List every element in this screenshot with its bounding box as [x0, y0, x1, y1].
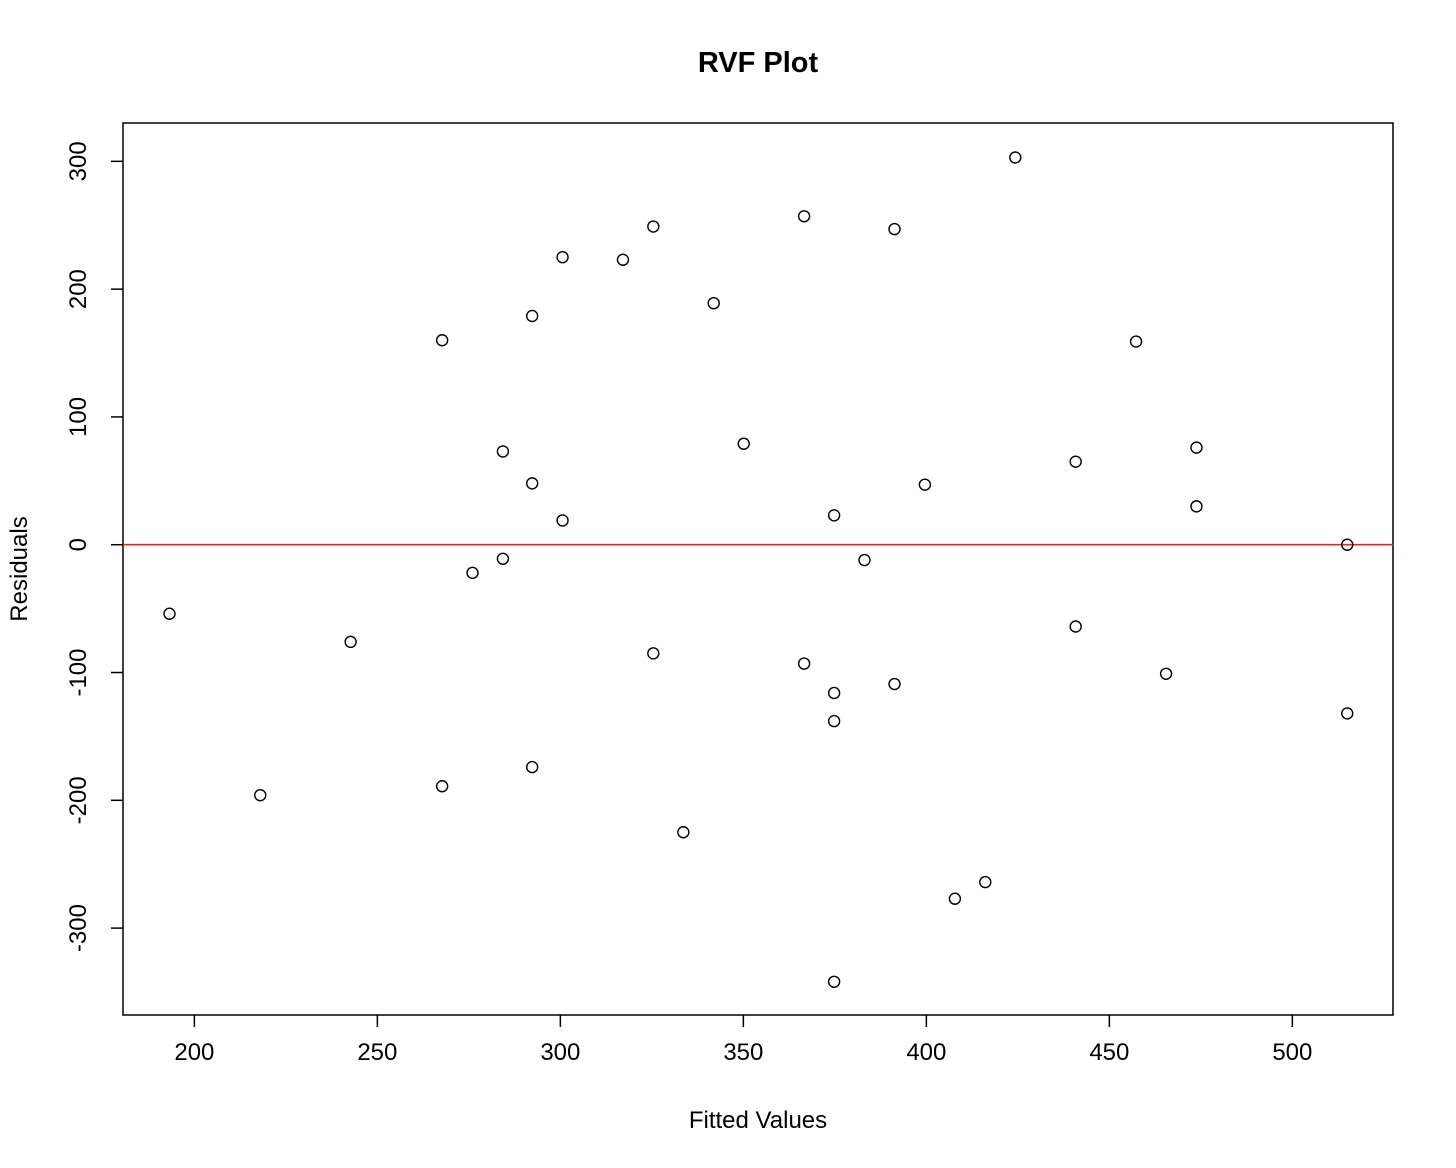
data-point	[556, 514, 569, 527]
y-axis-label: Residuals	[6, 516, 33, 621]
y-tick-label: 0	[65, 538, 92, 551]
data-point	[1009, 151, 1022, 164]
points-layer	[163, 151, 1354, 988]
data-point	[827, 509, 841, 522]
data-point	[707, 296, 720, 310]
data-point	[827, 975, 841, 988]
data-point	[1069, 455, 1082, 468]
x-tick-label: 250	[357, 1039, 397, 1066]
data-point	[1159, 667, 1173, 680]
y-tick-label: 300	[65, 141, 92, 181]
data-point	[918, 478, 932, 491]
data-point	[466, 566, 479, 580]
x-tick-label: 350	[723, 1039, 763, 1066]
data-point	[948, 892, 962, 905]
data-point	[435, 780, 449, 793]
data-point	[496, 552, 510, 565]
data-point	[1190, 500, 1203, 513]
y-tick-label: -300	[65, 904, 92, 952]
data-point	[1341, 538, 1354, 551]
data-point	[435, 334, 449, 347]
data-point	[556, 250, 569, 264]
plot-frame	[122, 122, 1394, 1016]
data-point	[616, 253, 630, 266]
x-tick-label: 200	[174, 1039, 214, 1066]
y-tick-label: -100	[65, 648, 92, 696]
x-axis: 200 250 300 350 400 450 500	[174, 1015, 1312, 1066]
x-tick-label: 300	[540, 1039, 580, 1066]
data-point	[827, 686, 841, 700]
x-tick-label: 450	[1089, 1039, 1129, 1066]
x-tick-label: 400	[906, 1039, 946, 1066]
data-point	[254, 788, 267, 802]
data-point	[1190, 441, 1203, 454]
data-point	[677, 826, 690, 839]
data-point	[979, 875, 992, 889]
data-point	[525, 760, 539, 774]
data-point	[647, 647, 660, 660]
data-point	[496, 445, 510, 458]
data-point	[163, 607, 176, 620]
data-point	[827, 714, 841, 728]
x-tick-label: 500	[1272, 1039, 1312, 1066]
data-point	[1069, 620, 1082, 633]
data-point	[1341, 707, 1354, 720]
y-tick-label: 200	[65, 269, 92, 309]
data-point	[525, 309, 539, 323]
data-point	[1129, 335, 1143, 348]
data-point	[888, 222, 901, 236]
data-point	[647, 220, 660, 233]
y-tick-label: 100	[65, 397, 92, 437]
chart-title: RVF Plot	[698, 47, 819, 79]
data-point	[797, 210, 811, 223]
data-point	[888, 677, 901, 691]
x-axis-label: Fitted Values	[689, 1107, 827, 1134]
y-tick-label: -200	[65, 776, 92, 824]
y-axis: 300 200 100 0 -100 -200 -300	[65, 141, 123, 952]
data-point	[737, 437, 750, 450]
data-point	[797, 657, 811, 670]
data-point	[858, 553, 871, 567]
data-point	[344, 635, 357, 649]
data-point	[525, 477, 539, 490]
